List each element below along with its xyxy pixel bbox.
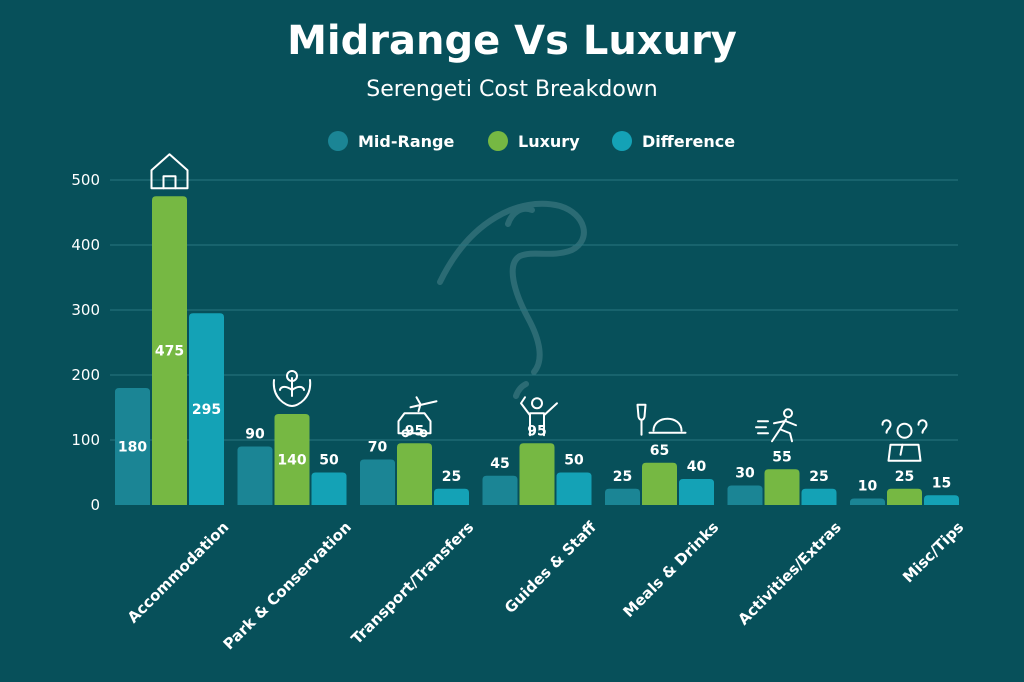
bar-luxury-transport-transfers (397, 443, 432, 505)
legend-label-mid-range: Mid-Range (358, 132, 454, 151)
glass-cloche-icon (636, 403, 687, 436)
value-label-luxury-transport-transfers: 95 (405, 423, 424, 439)
bar-mid-range-transport-transfers (360, 459, 395, 505)
category-label-accommodation: Accommodation (124, 518, 232, 626)
value-label-mid-range-transport-transfers: 70 (368, 440, 388, 456)
bar-difference-park-conservation (311, 472, 347, 505)
hands-plant-icon (272, 370, 312, 407)
value-label-luxury-meals-drinks: 65 (650, 443, 669, 459)
thinking-person-icon (881, 419, 928, 462)
bar-mid-range-misc-tips (850, 498, 885, 505)
value-label-luxury-activities-extras: 55 (772, 449, 791, 465)
bar-mid-range-guides-staff (482, 475, 518, 505)
category-label-meals-drinks: Meals & Drinks (620, 518, 723, 621)
value-label-luxury-misc-tips: 25 (895, 469, 914, 485)
value-label-difference-meals-drinks: 40 (687, 459, 707, 475)
bar-difference-activities-extras (801, 488, 837, 505)
y-tick-label-400: 400 (71, 236, 100, 254)
value-label-luxury-guides-staff: 95 (527, 423, 546, 439)
bar-luxury-misc-tips (887, 488, 922, 505)
data-labels: 180 475 295 90 140 50 70 95 25 45 95 50 25 65 40 30 55 25… (118, 344, 951, 495)
bar-mid-range-park-conservation (237, 446, 273, 505)
bar-luxury-park-conservation (274, 414, 310, 505)
value-label-luxury-accommodation: 475 (155, 344, 184, 360)
bar-series (115, 196, 959, 505)
chart-legend: Mid-Range Luxury Difference (328, 131, 735, 151)
value-label-luxury-park-conservation: 140 (277, 453, 306, 469)
value-label-difference-park-conservation: 50 (319, 453, 339, 469)
legend-swatch-mid-range (328, 131, 348, 151)
value-label-mid-range-park-conservation: 90 (245, 427, 265, 443)
bar-difference-misc-tips (924, 495, 959, 505)
value-label-mid-range-meals-drinks: 25 (613, 469, 632, 485)
house-icon (150, 153, 189, 190)
legend-label-luxury: Luxury (518, 132, 580, 151)
guide-person-icon (520, 396, 558, 437)
bar-mid-range-activities-extras (727, 485, 763, 505)
legend-swatch-luxury (488, 131, 508, 151)
value-label-mid-range-misc-tips: 10 (858, 479, 878, 495)
bar-difference-accommodation (189, 313, 224, 505)
chart-subtitle: Serengeti Cost Breakdown (366, 77, 657, 102)
chart-grid (110, 179, 958, 441)
category-label-activities-extras: Activities/Extras (734, 518, 844, 628)
bar-difference-meals-drinks (679, 479, 714, 505)
y-tick-label-100: 100 (71, 431, 100, 449)
y-tick-label-200: 200 (71, 366, 100, 384)
value-label-mid-range-guides-staff: 45 (490, 456, 509, 472)
bar-luxury-guides-staff (519, 443, 555, 505)
category-label-transport-transfers: Transport/Transfers (348, 518, 478, 648)
bar-luxury-accommodation (152, 196, 187, 505)
category-label-guides-staff: Guides & Staff (501, 518, 600, 617)
chart-title: Midrange Vs Luxury (287, 18, 737, 64)
y-tick-label-500: 500 (71, 171, 100, 189)
category-label-park-conservation: Park & Conservation (220, 518, 355, 653)
value-label-difference-activities-extras: 25 (809, 469, 828, 485)
running-person-icon (755, 408, 797, 443)
legend-swatch-difference (612, 131, 632, 151)
bar-mid-range-meals-drinks (605, 488, 640, 505)
bar-difference-guides-staff (556, 472, 592, 505)
legend-label-difference: Difference (642, 132, 735, 151)
bar-luxury-meals-drinks (642, 462, 677, 505)
value-label-difference-guides-staff: 50 (564, 453, 584, 469)
cheetah-watermark-icon (437, 200, 587, 399)
category-label-misc-tips: Misc/Tips (899, 518, 967, 586)
value-label-mid-range-accommodation: 180 (118, 440, 147, 456)
value-label-difference-accommodation: 295 (192, 402, 221, 418)
bar-difference-transport-transfers (434, 488, 469, 505)
y-axis: 0 100 200 300 400 500 (71, 171, 100, 514)
value-label-difference-transport-transfers: 25 (442, 469, 461, 485)
bar-luxury-activities-extras (764, 469, 800, 505)
y-tick-label-0: 0 (90, 496, 100, 514)
value-label-difference-misc-tips: 15 (932, 475, 951, 491)
taxi-plane-icon (397, 396, 438, 438)
y-tick-label-300: 300 (71, 301, 100, 319)
category-icons (150, 153, 928, 462)
bar-mid-range-accommodation (115, 388, 150, 505)
value-label-mid-range-activities-extras: 30 (735, 466, 755, 482)
